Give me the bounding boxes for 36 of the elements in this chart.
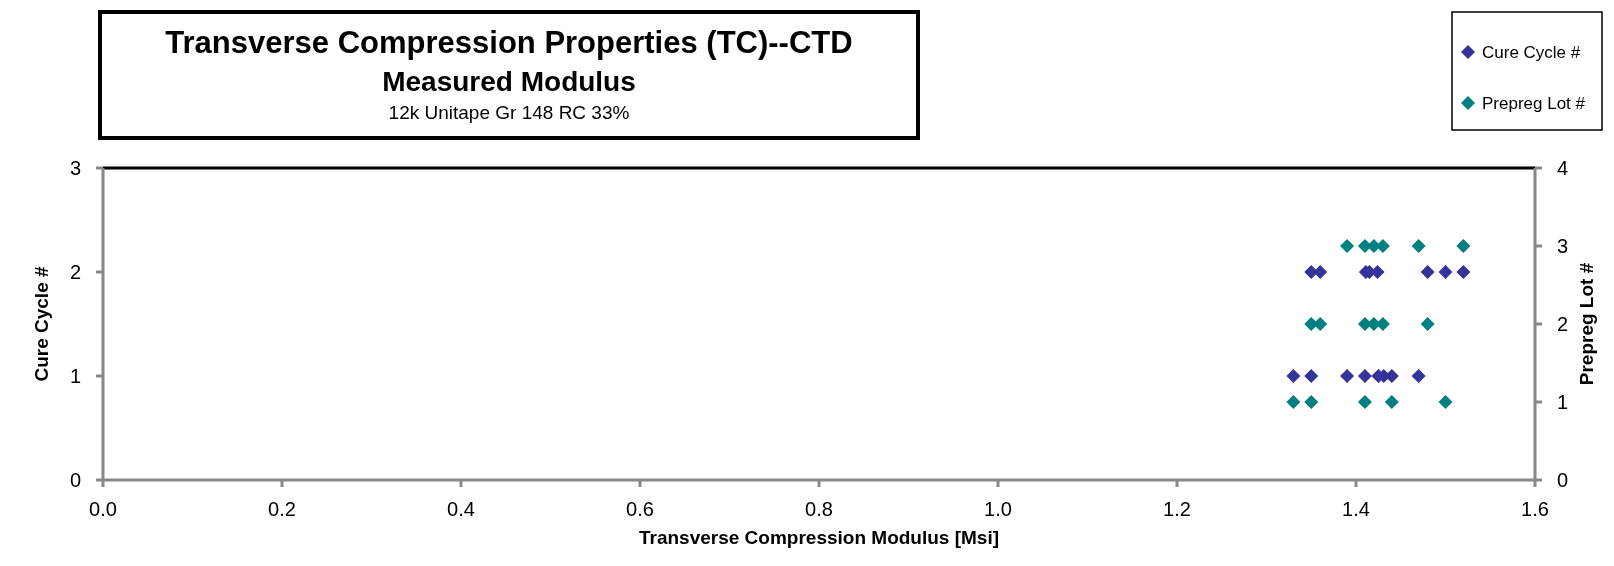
- point: [1304, 395, 1319, 409]
- y2-axis-title: Prepreg Lot #: [1576, 262, 1597, 386]
- point: [1456, 239, 1471, 253]
- x-tick-label: 0.0: [89, 498, 117, 520]
- point: [1340, 239, 1355, 253]
- x-axis-title: Transverse Compression Modulus [Msi]: [638, 527, 1000, 548]
- text: 12k Unitape Gr 148 RC 33%: [388, 102, 630, 123]
- y-tick-label: 3: [69, 157, 81, 179]
- x-tick-label: 0.4: [447, 498, 475, 520]
- x-tick-label: 0.6: [626, 498, 654, 520]
- x-tick-label: 1.6: [1521, 498, 1549, 520]
- y2-tick-label: 0: [1557, 469, 1569, 491]
- x-tick-label: 0.2: [268, 498, 296, 520]
- y-axis-title: Cure Cycle #: [31, 266, 52, 382]
- y-tick-label: 0: [69, 469, 81, 491]
- y2-tick-label: 3: [1557, 235, 1569, 257]
- point: [1384, 395, 1399, 409]
- y2-tick-label: 2: [1557, 313, 1569, 335]
- y2-tick-label: 4: [1557, 157, 1569, 179]
- legend-label: Prepreg Lot #: [1482, 94, 1586, 113]
- y-tick-label: 2: [69, 261, 81, 283]
- legend-label: Cure Cycle #: [1482, 43, 1581, 62]
- point: [1411, 239, 1426, 253]
- x-tick-label: 1.2: [1163, 498, 1191, 520]
- x-tick-label: 1.4: [1342, 498, 1370, 520]
- y-tick-label: 1: [69, 365, 81, 387]
- point: [1357, 395, 1372, 409]
- point: [1313, 317, 1328, 331]
- point: [1286, 395, 1301, 409]
- y2-tick-label: 1: [1557, 391, 1569, 413]
- point: [1438, 395, 1453, 409]
- chart-title: Transverse Compression Properties (TC)--CTD: [165, 25, 853, 60]
- x-tick-label: 0.8: [805, 498, 833, 520]
- chart-subtitle: Measured Modulus: [382, 66, 636, 97]
- point: [1420, 317, 1435, 331]
- x-tick-label: 1.0: [984, 498, 1012, 520]
